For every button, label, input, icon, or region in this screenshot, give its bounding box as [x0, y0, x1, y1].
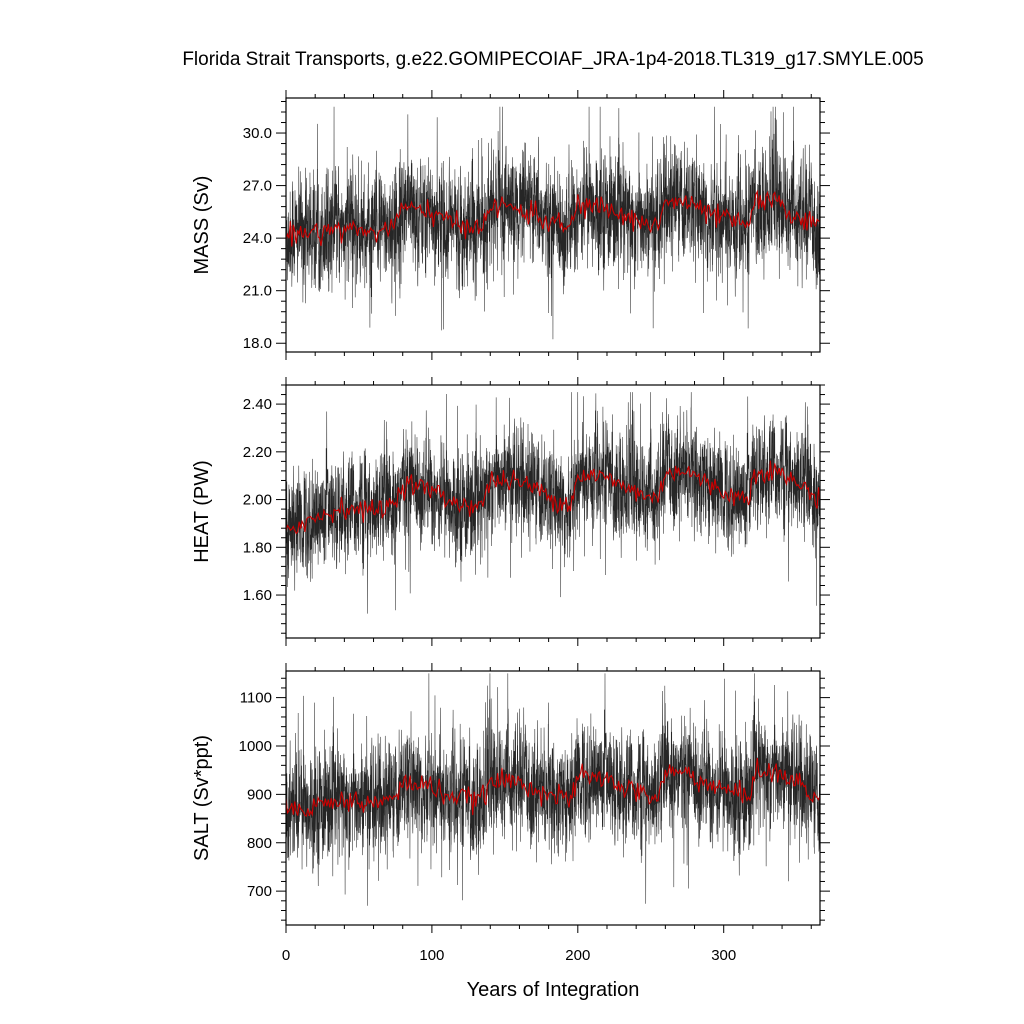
monthly-series-line	[286, 673, 820, 906]
y-tick-label: 24.0	[243, 230, 272, 247]
plot-frame	[285, 97, 821, 353]
panels-group: 18.0 21.0 24.0 27.0 30.0 MASS (Sv) 1.60 1.80 2.0…	[191, 90, 830, 964]
x-tick-label: 300	[711, 947, 736, 964]
panel-1: 18.0 21.0 24.0 27.0 30.0 MASS (Sv)	[191, 90, 830, 360]
annual-mean-line	[286, 460, 820, 535]
panel-3: 700 800 900 1000 1100 SALT (Sv*ppt) 0 100 200 300	[191, 663, 830, 964]
y-tick-label: 30.0	[243, 125, 272, 142]
y-tick-label: 21.0	[243, 283, 272, 300]
y-tick-label: 1000	[239, 738, 272, 755]
y-axis-title: MASS (Sv)	[191, 176, 213, 275]
y-tick-label: 700	[247, 883, 272, 900]
y-tick-label: 900	[247, 786, 272, 803]
y-tick-label: 2.20	[243, 444, 272, 461]
monthly-series-line	[286, 392, 820, 614]
annual-mean-line	[286, 189, 820, 247]
y-tick-label: 1.60	[243, 587, 272, 604]
y-tick-label: 1100	[240, 690, 272, 707]
monthly-series-line	[286, 106, 820, 340]
plot-frame	[285, 670, 821, 926]
x-tick-label: 200	[565, 947, 590, 964]
chart-title: Florida Strait Transports, g.e22.GOMIPEC…	[182, 49, 923, 70]
y-axis-title: HEAT (PW)	[191, 460, 213, 563]
y-tick-label: 800	[247, 835, 272, 852]
y-tick-label: 2.00	[243, 492, 272, 509]
y-tick-label: 18.0	[243, 335, 272, 352]
panel-2: 1.60 1.80 2.00 2.20 2.40 HEAT (PW)	[191, 377, 830, 646]
x-tick-label: 0	[282, 947, 290, 964]
annual-mean-line	[286, 758, 820, 817]
x-axis-title: Years of Integration	[467, 979, 640, 1001]
y-tick-label: 27.0	[243, 178, 272, 195]
y-tick-label: 2.40	[243, 396, 272, 413]
y-tick-label: 1.80	[243, 539, 272, 556]
x-tick-label: 100	[419, 947, 444, 964]
y-axis-title: SALT (Sv*ppt)	[191, 735, 213, 861]
plot-frame	[285, 384, 821, 639]
